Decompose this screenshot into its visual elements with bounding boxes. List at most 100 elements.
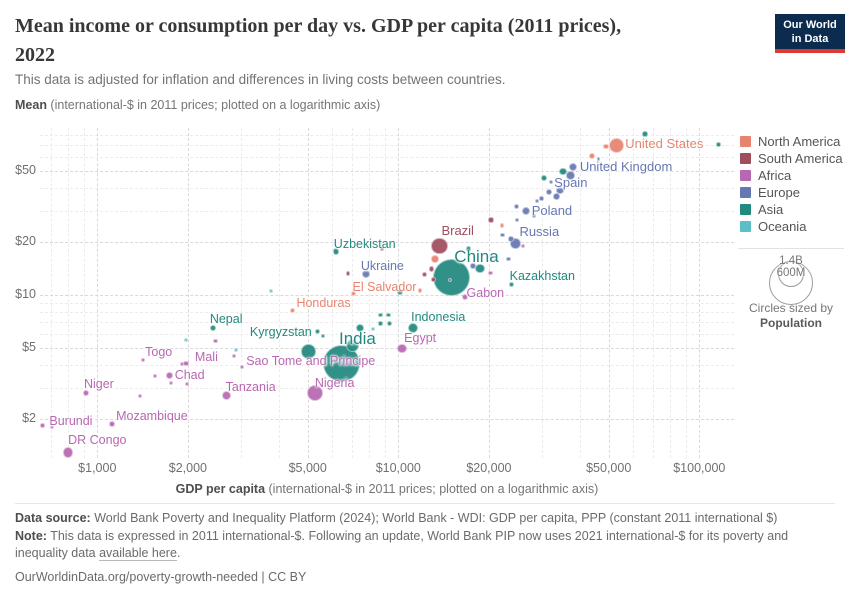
data-point[interactable] — [379, 246, 384, 251]
point-label-egypt[interactable]: Egypt — [404, 331, 437, 346]
data-point[interactable] — [421, 271, 427, 277]
point-china[interactable] — [432, 258, 470, 296]
data-point[interactable] — [183, 337, 188, 342]
point-label-tanzania[interactable]: Tanzania — [225, 379, 276, 394]
legend-item-africa[interactable]: Africa — [740, 167, 843, 184]
point-nepal[interactable] — [209, 325, 216, 332]
data-point[interactable] — [231, 354, 236, 359]
data-point[interactable] — [513, 204, 520, 210]
point-label-united-kingdom[interactable]: United Kingdom — [579, 158, 673, 174]
data-point[interactable] — [716, 142, 721, 147]
point-label-burundi[interactable]: Burundi — [49, 413, 93, 428]
point-label-kazakhstan[interactable]: Kazakhstan — [509, 269, 575, 284]
point-label-spain[interactable]: Spain — [554, 175, 588, 191]
point-gabon[interactable] — [461, 293, 468, 300]
point-mozambique[interactable] — [109, 421, 116, 428]
data-point[interactable] — [540, 174, 547, 181]
point-label-kyrgyzstan[interactable]: Kyrgyzstan — [249, 324, 312, 339]
data-point[interactable] — [521, 243, 526, 248]
data-point[interactable] — [300, 344, 316, 359]
point-nigeria[interactable] — [306, 384, 324, 402]
point-chad[interactable] — [166, 372, 173, 379]
point-poland[interactable] — [521, 206, 530, 215]
data-point[interactable] — [539, 196, 544, 201]
point-togo[interactable] — [140, 357, 146, 363]
point-label-honduras[interactable]: Honduras — [296, 296, 351, 311]
data-point[interactable] — [546, 189, 553, 196]
data-point[interactable] — [470, 263, 476, 269]
data-point[interactable] — [532, 213, 537, 218]
point-label-uzbekistan[interactable]: Uzbekistan — [333, 236, 396, 251]
point-label-mali[interactable]: Mali — [194, 349, 218, 364]
legend-item-europe[interactable]: Europe — [740, 184, 843, 201]
data-point[interactable] — [377, 312, 383, 318]
data-point[interactable] — [465, 246, 472, 252]
data-point[interactable] — [185, 381, 190, 386]
data-point[interactable] — [212, 338, 218, 344]
data-point[interactable] — [548, 179, 554, 185]
data-point[interactable] — [321, 333, 326, 338]
point-label-niger[interactable]: Niger — [83, 376, 114, 391]
point-egypt[interactable] — [397, 343, 407, 353]
point-burundi[interactable] — [40, 423, 45, 428]
data-point[interactable] — [233, 347, 238, 352]
data-point[interactable] — [488, 255, 494, 260]
data-point[interactable] — [377, 321, 383, 326]
point-kazakhstan[interactable] — [508, 281, 515, 287]
point-uzbekistan[interactable] — [332, 248, 340, 255]
point-honduras[interactable] — [289, 307, 296, 313]
data-point[interactable] — [553, 193, 561, 200]
point-ukraine[interactable] — [361, 269, 370, 278]
point-label-chad[interactable]: Chad — [174, 367, 205, 382]
point-label-nigeria[interactable]: Nigeria — [314, 375, 355, 390]
point-label-india[interactable]: India — [338, 328, 376, 348]
data-point[interactable] — [431, 255, 439, 263]
data-point[interactable] — [642, 131, 648, 137]
point-tanzania[interactable] — [221, 390, 232, 401]
data-point[interactable] — [180, 361, 185, 366]
data-point[interactable] — [514, 217, 520, 223]
point-label-mozambique[interactable]: Mozambique — [116, 409, 188, 424]
data-point[interactable] — [566, 170, 576, 180]
legend-item-south-america[interactable]: South America — [740, 150, 843, 167]
legend-item-oceania[interactable]: Oceania — [740, 218, 843, 235]
point-mali[interactable] — [183, 360, 189, 367]
data-point[interactable] — [596, 157, 601, 161]
point-united-kingdom[interactable] — [568, 162, 578, 172]
data-point[interactable] — [49, 424, 54, 429]
point-united-states[interactable] — [608, 137, 624, 154]
point-niger[interactable] — [82, 389, 89, 396]
point-label-nepal[interactable]: Nepal — [209, 312, 243, 327]
data-point[interactable] — [153, 373, 157, 378]
data-point[interactable] — [168, 380, 173, 385]
data-point[interactable] — [428, 266, 435, 272]
data-point[interactable] — [356, 324, 365, 333]
point-indonesia[interactable] — [407, 322, 419, 334]
point-label-brazil[interactable]: Brazil — [441, 223, 474, 239]
data-point[interactable] — [487, 270, 493, 276]
data-point[interactable] — [475, 263, 485, 274]
point-russia[interactable] — [510, 237, 521, 249]
point-label-togo[interactable]: Togo — [145, 344, 173, 359]
data-point[interactable] — [488, 217, 494, 223]
data-point[interactable] — [345, 271, 351, 276]
data-point[interactable] — [559, 167, 567, 175]
data-point[interactable] — [386, 312, 391, 318]
point-label-russia[interactable]: Russia — [519, 224, 560, 240]
point-label-gabon[interactable]: Gabon — [466, 285, 505, 300]
data-point[interactable] — [603, 143, 609, 150]
point-label-el-salvador[interactable]: El Salvador — [352, 280, 417, 295]
data-point[interactable] — [397, 289, 403, 295]
data-point[interactable] — [345, 338, 359, 352]
point-kyrgyzstan[interactable] — [315, 329, 321, 335]
point-label-dr-congo[interactable]: DR Congo — [68, 433, 127, 448]
data-point[interactable] — [431, 277, 436, 282]
data-point[interactable] — [535, 198, 540, 203]
data-point[interactable] — [137, 393, 142, 398]
legend-item-north-america[interactable]: North America — [740, 133, 843, 150]
data-point[interactable] — [448, 278, 453, 283]
point-label-sao-tome-and-principe[interactable]: Sao Tome and Principe — [246, 354, 376, 369]
point-label-china[interactable]: China — [454, 247, 499, 267]
point-label-ukraine[interactable]: Ukraine — [360, 258, 404, 273]
point-label-united-states[interactable]: United States — [625, 136, 704, 152]
